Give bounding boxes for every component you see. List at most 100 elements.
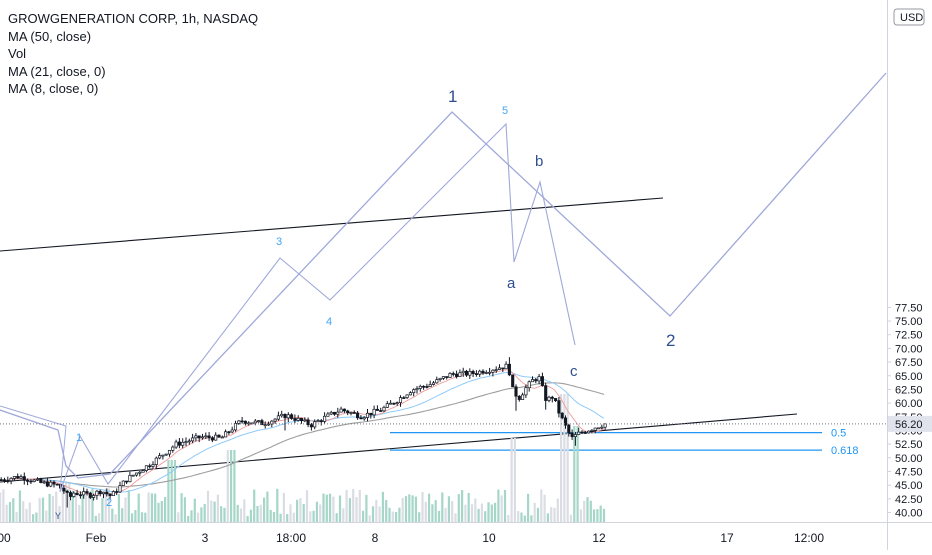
candle-body [194, 435, 198, 439]
candle-body [491, 369, 495, 373]
candle-body [544, 385, 548, 401]
volume-bar [91, 488, 94, 522]
corrective-wave-label: b [535, 153, 543, 170]
lower-trend-line[interactable] [0, 413, 798, 483]
volume-bar [312, 510, 315, 522]
volume-bar [332, 496, 335, 522]
candle-body [352, 412, 356, 414]
candle-body [243, 420, 247, 424]
volume-bar [282, 492, 285, 522]
volume-bar [348, 498, 351, 522]
volume-bar [408, 494, 411, 522]
volume-bar [517, 511, 520, 522]
volume-bar [401, 498, 404, 522]
volume-bar [0, 492, 2, 522]
wave-marker: Y [55, 511, 61, 521]
candle-body [422, 385, 426, 388]
x-tick-label: 8 [372, 531, 379, 545]
volume-bar [556, 498, 559, 522]
volume-bar [81, 491, 84, 522]
left-wave-path[interactable] [0, 405, 67, 493]
candle-body [560, 412, 564, 419]
candle-body [111, 491, 115, 497]
candle-body [55, 483, 59, 486]
candle-body [547, 396, 551, 401]
candle-body [296, 417, 300, 421]
candle-body [266, 423, 271, 426]
last-price-label: 56.20 [895, 419, 923, 431]
candle-body [567, 424, 571, 434]
volume-bar [589, 500, 592, 522]
volume-bar [48, 493, 51, 522]
candle-body [402, 397, 406, 399]
candle-body [263, 424, 267, 427]
candle-body [303, 419, 307, 422]
candle-body [514, 386, 518, 397]
minor-wave-label: 5 [502, 105, 508, 117]
candle-body [230, 429, 234, 433]
volume-bar [74, 495, 78, 522]
candle-body [494, 369, 498, 371]
volume-bar [523, 515, 526, 522]
volume-bar [269, 509, 272, 522]
candle-body [511, 374, 515, 388]
candle-body [425, 386, 429, 388]
volume-bar [121, 508, 124, 522]
candle-body [148, 465, 152, 468]
candle-body [342, 408, 346, 412]
volume-bar [474, 498, 477, 522]
candle-body [167, 449, 172, 455]
volume-bar [487, 502, 490, 522]
volume-bar [536, 507, 540, 522]
y-tick-label: 60.00 [895, 398, 923, 410]
volume-bar [566, 394, 569, 522]
candle-body [382, 406, 386, 412]
volume-bar [193, 498, 196, 522]
volume-bar [213, 501, 216, 522]
volume-bar [140, 512, 144, 522]
candle-body [521, 394, 525, 400]
volume-bar [2, 489, 5, 522]
volume-bar [220, 506, 223, 522]
y-tick-label: 40.00 [895, 508, 923, 520]
volume-bar [84, 495, 87, 522]
volume-bar [404, 496, 408, 522]
volume-bar [470, 504, 474, 522]
minor-wave-path[interactable] [59, 122, 576, 493]
volume-bar [32, 514, 35, 522]
volume-bar [114, 514, 117, 522]
volume-bar [503, 489, 507, 522]
upper-trend-line[interactable] [0, 197, 664, 252]
volume-bar [249, 509, 252, 522]
volume-bar [144, 512, 147, 522]
volume-bar [579, 509, 582, 522]
volume-bar [338, 495, 342, 522]
candle-body [217, 434, 221, 438]
volume-bar [124, 497, 127, 522]
volume-bar [150, 493, 153, 522]
volume-bar [484, 511, 487, 522]
last-price-badge: 56.20 [888, 415, 932, 432]
volume-bar [147, 492, 150, 522]
volume-bar [586, 497, 589, 522]
volume-bar [226, 450, 229, 522]
volume-bar [533, 502, 536, 522]
candle-body [540, 376, 544, 386]
ma50-line[interactable] [0, 382, 605, 488]
candle-body [45, 481, 49, 487]
volume-bar [94, 515, 97, 522]
candle-body [29, 480, 33, 483]
volume-bar [500, 495, 503, 522]
candle-body [504, 363, 508, 370]
volume-bar [71, 490, 74, 522]
x-tick-label: 17 [720, 531, 734, 545]
candle-body [88, 492, 92, 498]
candle-body [468, 371, 472, 376]
volume-bar [187, 515, 190, 522]
volume-bar [164, 497, 167, 522]
candle-body [600, 426, 604, 429]
major-wave-path[interactable] [0, 72, 887, 479]
candle-body [448, 373, 452, 378]
volume-bar [507, 515, 510, 522]
volume-bar [104, 488, 107, 522]
